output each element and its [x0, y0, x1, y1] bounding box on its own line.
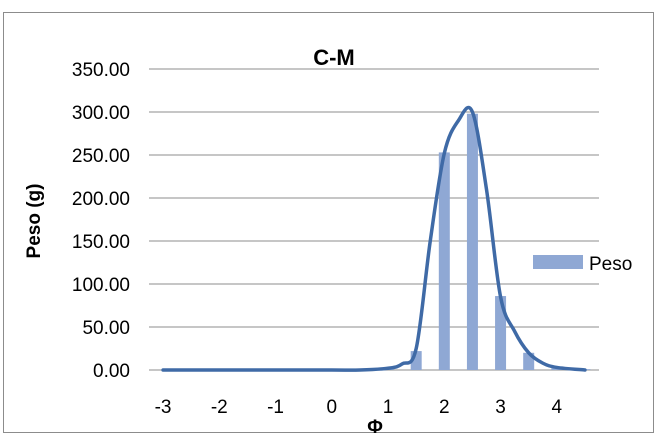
y-tick-label: 300.00	[72, 103, 130, 124]
bar	[495, 296, 507, 370]
x-axis-label: Φ	[367, 417, 383, 436]
y-tick-label: 100.00	[72, 275, 130, 296]
x-tick-label: 3	[495, 397, 506, 418]
legend-label: Peso	[589, 254, 632, 275]
bar	[523, 352, 535, 370]
smooth-curve	[161, 105, 587, 372]
bar	[466, 113, 478, 370]
y-tick-label: 250.00	[72, 146, 130, 167]
y-axis-label: Peso (g)	[24, 184, 45, 259]
legend-swatch	[533, 255, 583, 269]
bars	[326, 113, 591, 370]
x-tick-labels: -3 -2 -1 0 1 2 3 4	[155, 397, 563, 418]
y-tick-label: 50.00	[82, 318, 130, 339]
x-tick-label: -2	[211, 397, 228, 418]
y-tick-label: 0.00	[93, 361, 130, 382]
curve	[161, 105, 587, 372]
chart-title: C-M	[313, 45, 355, 70]
x-tick-label: 0	[327, 397, 338, 418]
gridlines	[149, 68, 599, 371]
bar	[438, 152, 450, 370]
x-tick-label: 2	[439, 397, 450, 418]
bar	[410, 351, 422, 370]
y-tick-labels: 0.00 50.00 100.00 150.00 200.00 250.00 300.00 3…	[72, 60, 130, 382]
y-tick-label: 200.00	[72, 189, 130, 210]
x-tick-label: -3	[155, 397, 172, 418]
x-tick-label: -1	[267, 397, 284, 418]
y-tick-label: 350.00	[72, 60, 130, 81]
legend: Peso	[533, 254, 632, 275]
x-tick-label: 4	[552, 397, 563, 418]
y-tick-label: 150.00	[72, 232, 130, 253]
x-tick-label: 1	[383, 397, 394, 418]
